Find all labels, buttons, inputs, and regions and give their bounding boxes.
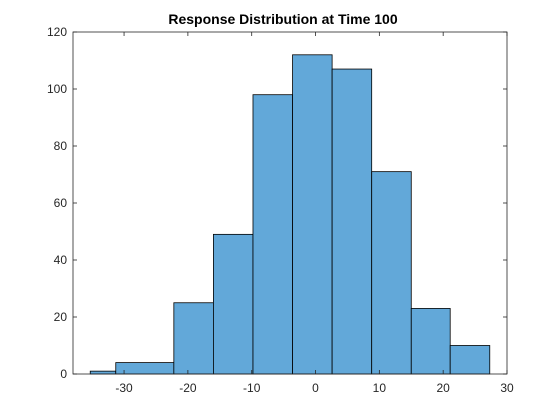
x-tick-label: 10 xyxy=(373,381,387,395)
y-tick-label: 40 xyxy=(54,253,68,267)
histogram-bar-4 xyxy=(252,94,293,375)
x-tick-label: 0 xyxy=(312,381,319,395)
y-tick-label: 80 xyxy=(54,139,68,153)
axes: -30 -20 -10 0 10 20 30 0 20 40 60 80 100 120 xyxy=(47,25,514,395)
y-tick-label: 60 xyxy=(54,196,68,210)
x-tick-label: -30 xyxy=(115,381,133,395)
x-tick-label: 30 xyxy=(500,381,514,395)
histogram-bar-3 xyxy=(213,233,254,375)
x-tick-label: -10 xyxy=(243,381,261,395)
y-tick-label: 0 xyxy=(60,367,67,381)
chart-title: Response Distribution at Time 100 xyxy=(168,11,397,27)
x-tick-label: -20 xyxy=(179,381,197,395)
histogram-bar-2 xyxy=(173,302,214,375)
x-tick-label: 20 xyxy=(436,381,450,395)
histogram-bar-5 xyxy=(292,54,333,375)
y-tick-label: 100 xyxy=(47,82,67,96)
y-tick-label: 120 xyxy=(47,25,67,39)
histogram-bar-7 xyxy=(371,171,412,375)
histogram-bar-6 xyxy=(331,68,373,375)
histogram-bar-9 xyxy=(449,345,491,375)
histogram-bar-1 xyxy=(115,362,175,375)
histogram-bar-8 xyxy=(410,308,451,375)
histogram-bar-0 xyxy=(89,370,117,375)
y-tick-label: 20 xyxy=(54,310,68,324)
histogram-bars xyxy=(89,54,491,375)
